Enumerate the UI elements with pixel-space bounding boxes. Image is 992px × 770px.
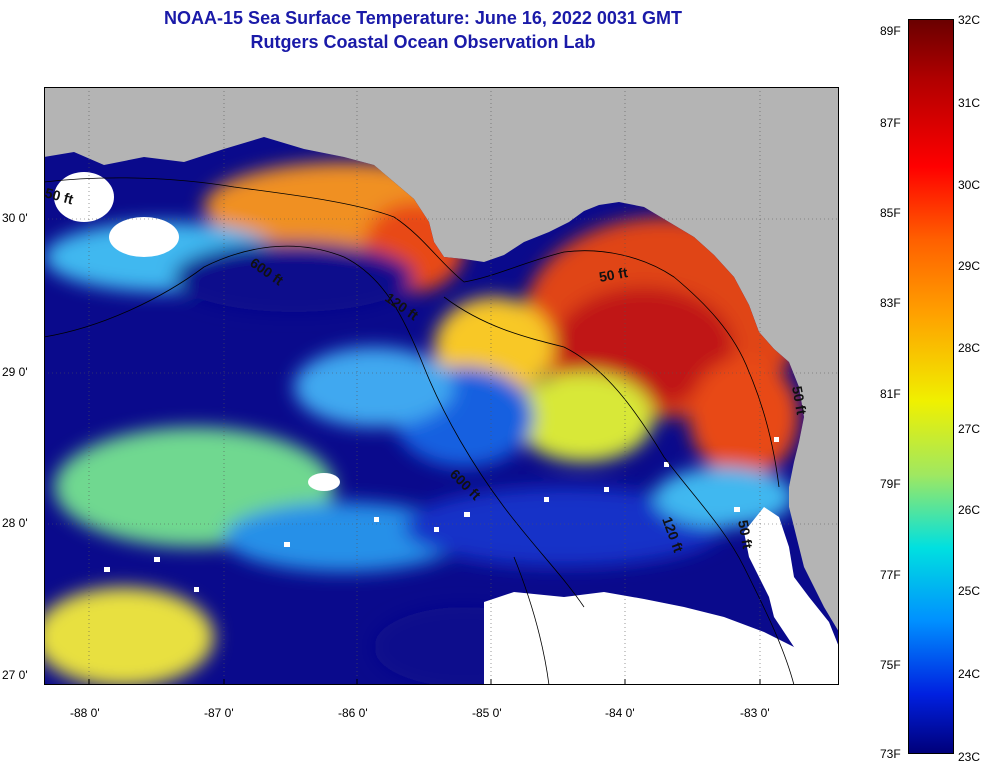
fahrenheit-label: 75F [880, 658, 901, 672]
fahrenheit-label: 77F [880, 568, 901, 582]
lon-label: -87 0' [204, 706, 234, 720]
celsius-label: 27C [958, 422, 981, 436]
bathymetry-contours [44, 177, 795, 685]
lon-label: -86 0' [338, 706, 368, 720]
celsius-label: 32C [958, 13, 981, 27]
lat-label: 27 0' [2, 668, 28, 682]
lat-label: 29 0' [2, 365, 28, 379]
fahrenheit-label: 85F [880, 206, 901, 220]
celsius-label: 25C [958, 584, 981, 598]
fahrenheit-label: 73F [880, 747, 901, 761]
fahrenheit-label: 89F [880, 24, 901, 38]
celsius-label: 24C [958, 667, 981, 681]
contour-label: 50 ft [598, 264, 629, 285]
celsius-label: 31C [958, 96, 981, 110]
celsius-label: 29C [958, 259, 981, 273]
lon-label: -84 0' [605, 706, 635, 720]
fahrenheit-label: 79F [880, 477, 901, 491]
peninsula-land [744, 507, 839, 685]
lat-label: 30 0' [2, 211, 28, 225]
celsius-label: 30C [958, 178, 981, 192]
lon-label: -83 0' [740, 706, 770, 720]
map-subtitle: Rutgers Coastal Ocean Observation Lab [250, 32, 596, 52]
fahrenheit-label: 83F [880, 296, 901, 310]
lon-label: -88 0' [70, 706, 100, 720]
contour-label: 50 ft [789, 385, 810, 416]
map-title: NOAA-15 Sea Surface Temperature: June 16… [164, 8, 682, 28]
sst-map: 50 ft 600 ft 120 ft 50 ft 600 ft 120 ft … [44, 87, 839, 685]
temperature-colorbar [908, 19, 954, 754]
celsius-label: 28C [958, 341, 981, 355]
lat-lon-grid [44, 87, 839, 685]
cloud-gap [54, 172, 839, 685]
contour-label: 50 ft [735, 519, 756, 550]
contour-label: 50 ft [44, 184, 75, 207]
celsius-label: 23C [958, 750, 981, 764]
fahrenheit-label: 81F [880, 387, 901, 401]
lon-label: -85 0' [472, 706, 502, 720]
lat-label: 28 0' [2, 516, 28, 530]
celsius-label: 26C [958, 503, 981, 517]
fahrenheit-label: 87F [880, 116, 901, 130]
